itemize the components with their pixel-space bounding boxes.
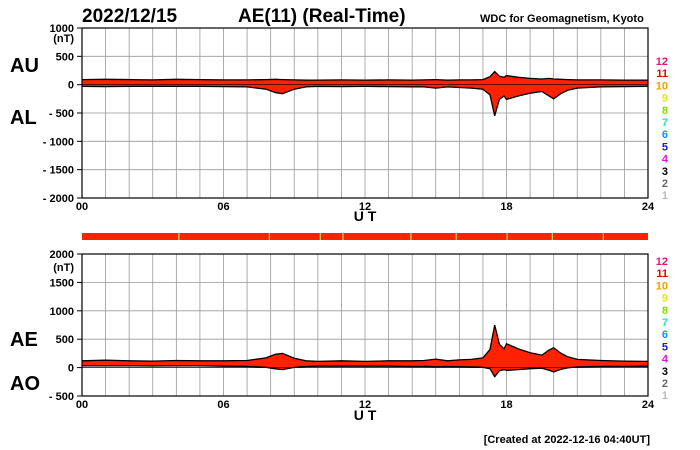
y-tick-label: - 1000	[43, 136, 74, 148]
legend-station-9: 9	[662, 93, 668, 105]
x-tick-label: 18	[500, 399, 512, 411]
panel1-unit-label: (nT)	[53, 33, 74, 45]
chart-title: AE(11) (Real-Time)	[238, 6, 406, 27]
y-tick-label: - 1500	[43, 165, 74, 177]
x-tick-label: 06	[217, 399, 229, 411]
panel1-grid	[82, 28, 648, 198]
y-tick-label: 1000	[50, 23, 74, 35]
status-bar-gap	[268, 233, 270, 240]
legend-station-8: 8	[662, 105, 668, 117]
panel2-frame	[81, 253, 649, 397]
legend-station-10: 10	[656, 80, 668, 92]
legend-station-4: 4	[662, 154, 669, 166]
data-status-bar	[82, 233, 648, 240]
legend-station-11: 11	[656, 68, 668, 80]
y-tick-label: 500	[56, 51, 74, 63]
series-line-au	[81, 70, 648, 81]
legend-station-2: 2	[662, 178, 668, 190]
x-tick-label: 18	[500, 201, 512, 213]
panel2-x-ticks: 00 06 12 18 24	[76, 399, 655, 411]
legend-station-1: 1	[662, 190, 668, 202]
panel1-upper-label: AU	[10, 55, 39, 77]
band-fill-ae-ao	[82, 325, 648, 377]
legend-station-1: 1	[662, 390, 668, 402]
panel2-upper-label: AE	[10, 329, 38, 351]
x-tick-label: 24	[642, 201, 655, 213]
y-tick-label: - 500	[49, 391, 74, 403]
legend-station-3: 3	[662, 166, 668, 178]
y-tick-label: 1000	[50, 306, 74, 318]
panel2-lower-label: AO	[10, 373, 40, 395]
panel1-frame	[81, 27, 649, 199]
legend-station-10: 10	[656, 280, 668, 292]
legend-station-12: 12	[656, 56, 668, 68]
band-fill-au-al	[82, 71, 648, 116]
legend-station-3: 3	[662, 366, 668, 378]
legend-station-7: 7	[662, 317, 668, 329]
status-bar-gap	[319, 233, 321, 240]
status-bar-gap	[410, 233, 412, 240]
y-tick-label: 1500	[50, 277, 74, 289]
status-bar-gap	[602, 233, 604, 240]
panel1-lower-label: AL	[10, 107, 37, 129]
y-tick-label: 0	[68, 80, 74, 92]
y-tick-label: 2000	[50, 249, 74, 261]
legend-station-11: 11	[656, 268, 668, 280]
panel2-y-ticks: 2000 1500 1000 500 0 - 500	[49, 249, 82, 403]
x-tick-label: 06	[217, 201, 229, 213]
panel2-grid	[82, 254, 648, 396]
date-title: 2022/12/15	[82, 6, 178, 27]
source-label: WDC for Geomagnetism, Kyoto	[480, 13, 644, 25]
legend-station-9: 9	[662, 293, 668, 305]
x-tick-label: 00	[76, 399, 88, 411]
legend-station-2: 2	[662, 378, 668, 390]
legend-station-5: 5	[662, 141, 668, 153]
panel1-x-axis-label: U T	[354, 208, 377, 224]
status-bar-gap	[178, 233, 180, 240]
panel1-y-ticks: 1000 500 0 - 500 - 1000 - 1500 - 2000	[43, 23, 82, 205]
legend-station-7: 7	[662, 117, 668, 129]
series-line-al	[81, 85, 649, 116]
panel2-unit-label: (nT)	[53, 262, 74, 274]
x-tick-label: 12	[359, 399, 371, 411]
panel2-plot	[81, 324, 649, 378]
y-tick-label: - 2000	[43, 193, 74, 205]
panel1-x-ticks: 00 06 12 18 24	[76, 201, 655, 213]
x-tick-label: 00	[76, 201, 88, 213]
status-bar-gap	[506, 233, 508, 240]
series-line-ae	[81, 324, 649, 363]
created-footer: [Created at 2022-12-16 04:40UT]	[484, 434, 651, 446]
legend-station-6: 6	[662, 129, 668, 141]
status-bar-gap	[342, 233, 344, 240]
status-bar-gap	[551, 233, 553, 240]
status-bar-fill	[82, 233, 648, 240]
panel1-plot	[81, 70, 649, 116]
legend-station-12: 12	[656, 256, 668, 268]
series-line-ao	[82, 365, 649, 378]
panel2-x-axis-label: U T	[354, 407, 377, 423]
legend-station-4: 4	[662, 354, 669, 366]
x-tick-label: 12	[359, 201, 371, 213]
y-tick-label: 0	[68, 363, 74, 375]
y-tick-label: 500	[56, 334, 74, 346]
status-bar-gap	[455, 233, 457, 240]
x-tick-label: 24	[642, 399, 655, 411]
legend-station-5: 5	[662, 341, 668, 353]
legend-station-6: 6	[662, 329, 668, 341]
y-tick-label: - 500	[49, 108, 74, 120]
legend-station-8: 8	[662, 305, 668, 317]
